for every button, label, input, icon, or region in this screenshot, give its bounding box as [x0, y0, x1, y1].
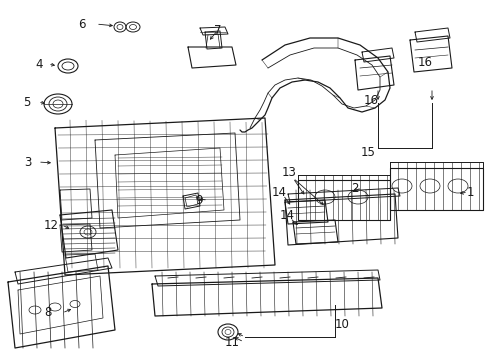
Text: 4: 4: [35, 58, 42, 71]
Text: 15: 15: [360, 145, 375, 158]
Text: 3: 3: [24, 156, 32, 168]
Text: 11: 11: [224, 336, 239, 348]
Text: 16: 16: [363, 94, 378, 107]
Text: 16: 16: [417, 55, 431, 68]
Text: 13: 13: [281, 166, 296, 179]
Text: 9: 9: [195, 194, 203, 207]
Text: 2: 2: [350, 181, 358, 194]
Text: 6: 6: [78, 18, 85, 31]
Text: 14: 14: [271, 185, 286, 198]
Text: 14: 14: [279, 208, 294, 221]
Text: 12: 12: [43, 219, 59, 231]
Text: 10: 10: [334, 319, 349, 332]
Text: 8: 8: [44, 306, 52, 320]
Text: 1: 1: [465, 185, 473, 198]
Text: 7: 7: [214, 23, 221, 36]
Text: 5: 5: [23, 95, 31, 108]
